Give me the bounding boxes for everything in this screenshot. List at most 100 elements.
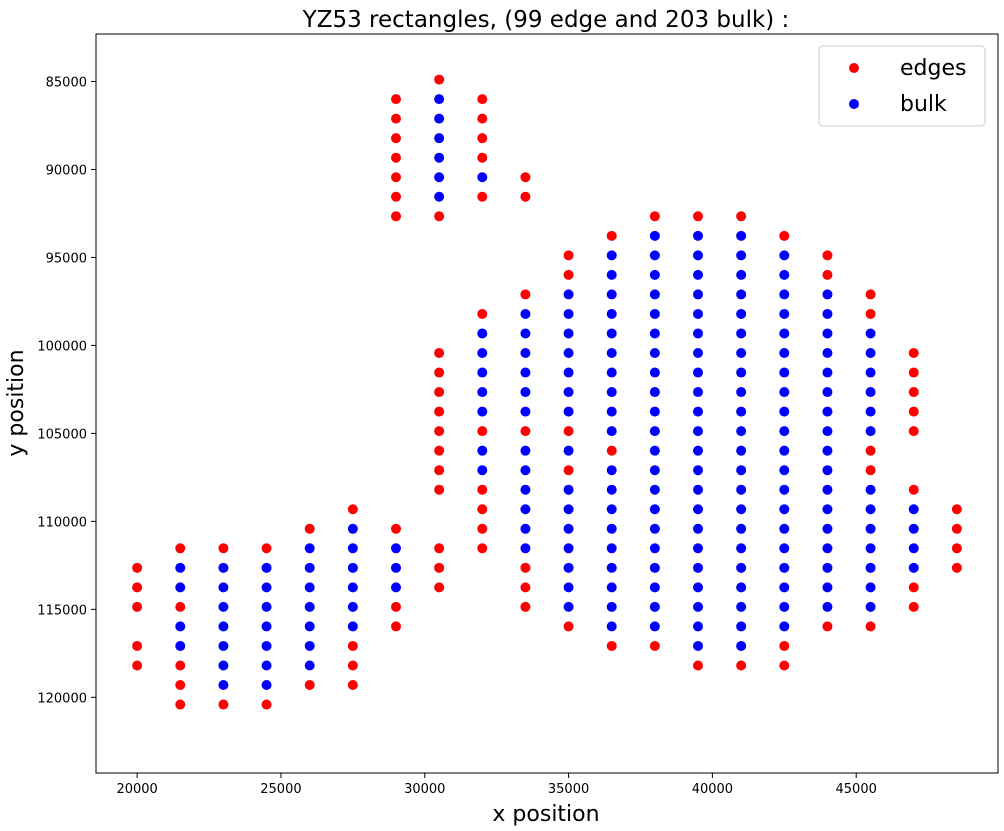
edge-point: [434, 582, 445, 593]
bulk-point: [822, 601, 833, 612]
edge-point: [951, 523, 962, 534]
edge-point: [908, 348, 919, 358]
bulk-point: [736, 406, 747, 417]
bulk-point: [520, 445, 531, 456]
bulk-point: [693, 269, 703, 280]
bulk-point: [391, 562, 401, 573]
bulk-point: [606, 523, 617, 534]
bulk-point: [693, 543, 703, 554]
bulk-point: [865, 387, 876, 398]
bulk-point: [693, 601, 703, 612]
chart-title: YZ53 rectangles, (99 edge and 203 bulk) …: [302, 7, 790, 33]
bulk-point: [520, 484, 531, 495]
edge-point: [434, 562, 445, 573]
bulk-point: [649, 328, 660, 339]
bulk-point: [477, 387, 488, 398]
bulk-point: [649, 269, 660, 280]
bulk-point: [865, 406, 876, 417]
x-tick-label: 40000: [692, 782, 733, 797]
edge-point: [908, 484, 919, 495]
bulk-point: [563, 367, 574, 378]
bulk-point: [649, 387, 660, 398]
bulk-point: [779, 465, 790, 476]
edge-point: [175, 543, 186, 554]
edge-point: [304, 523, 315, 534]
bulk-point: [563, 601, 574, 612]
bulk-point: [736, 426, 747, 437]
y-axis-ticks: 85000 90000 95000 100000 105000 110000 115000 1…: [37, 76, 96, 706]
edge-point: [822, 250, 833, 261]
bulk-point: [563, 504, 574, 515]
bulk-point: [865, 543, 876, 554]
bulk-point: [477, 348, 488, 358]
bulk-point: [908, 523, 919, 534]
edge-point: [520, 172, 531, 183]
edge-point: [865, 445, 876, 456]
bulk-point: [736, 562, 747, 573]
bulk-point: [649, 406, 660, 417]
edge-point: [693, 660, 703, 671]
edge-point: [132, 562, 143, 573]
edge-point: [563, 465, 574, 476]
bulk-point: [304, 621, 315, 632]
bulk-point: [779, 308, 790, 319]
bulk-point: [606, 367, 617, 378]
bulk-point: [779, 621, 790, 632]
bulk-point: [563, 406, 574, 417]
bulk-point: [649, 445, 660, 456]
bulk-point: [649, 582, 660, 593]
bulk-point: [304, 601, 315, 612]
legend-bulk-marker: [849, 99, 859, 109]
bulk-point: [693, 504, 703, 515]
bulk-point: [304, 562, 315, 573]
bulk-point: [649, 465, 660, 476]
edge-point: [520, 289, 531, 300]
edge-point: [779, 230, 790, 241]
bulk-point: [520, 504, 531, 515]
bulk-point: [477, 328, 488, 339]
edge-point: [304, 680, 315, 691]
bulk-point: [779, 250, 790, 261]
bulk-point: [649, 504, 660, 515]
edge-point: [908, 582, 919, 593]
bulk-point: [477, 367, 488, 378]
edge-point: [606, 640, 617, 651]
bulk-point: [304, 543, 315, 554]
y-tick-label: 115000: [37, 603, 87, 618]
bulk-point: [736, 640, 747, 651]
legend-bulk-label: bulk: [900, 92, 947, 117]
edge-point: [132, 601, 143, 612]
edge-point: [563, 269, 574, 280]
bulk-point: [304, 640, 315, 651]
edge-point: [391, 191, 401, 202]
bulk-point: [779, 406, 790, 417]
edge-point: [477, 94, 488, 105]
y-tick-label: 100000: [37, 339, 87, 354]
bulk-point: [693, 308, 703, 319]
legend-edges-marker: [849, 63, 859, 73]
bulk-point: [693, 523, 703, 534]
bulk-point: [779, 269, 790, 280]
bulk-point: [693, 250, 703, 261]
bulk-point: [563, 445, 574, 456]
bulk-point: [563, 328, 574, 339]
bulk-point: [347, 562, 358, 573]
bulk-point: [779, 426, 790, 437]
bulk-point: [520, 465, 531, 476]
edge-point: [779, 640, 790, 651]
bulk-point: [736, 523, 747, 534]
bulk-point: [175, 621, 186, 632]
bulk-point: [606, 348, 617, 358]
bulk-point: [693, 640, 703, 651]
edge-point: [477, 308, 488, 319]
bulk-point: [736, 289, 747, 300]
bulk-point: [261, 601, 272, 612]
edge-point: [908, 426, 919, 437]
bulk-point: [649, 562, 660, 573]
bulk-point: [304, 582, 315, 593]
edge-point: [434, 348, 445, 358]
bulk-point: [477, 445, 488, 456]
edge-point: [175, 680, 186, 691]
bulk-point: [520, 523, 531, 534]
